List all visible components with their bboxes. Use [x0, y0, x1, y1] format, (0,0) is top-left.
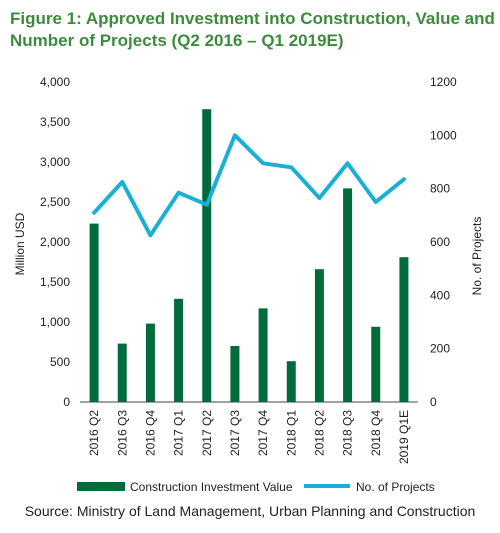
bar [202, 109, 212, 402]
y2-tick-label: 1200 [430, 75, 457, 89]
legend-swatch-bars [77, 482, 125, 491]
y-tick-label: 2,500 [40, 195, 70, 209]
y-tick-label: 1,000 [40, 315, 70, 329]
bars [89, 109, 409, 402]
bar [89, 223, 99, 402]
y2-tick-label: 800 [430, 182, 450, 196]
x-tick-label: 2018 Q3 [341, 410, 355, 456]
bar [230, 346, 240, 402]
bar [145, 323, 155, 402]
y2-ticks: 0 200 400 600 800 1000 1200 [430, 75, 457, 409]
x-tick-label: 2017 Q3 [228, 410, 242, 456]
legend-label-bars: Construction Investment Value [130, 480, 293, 494]
y2-tick-label: 1000 [430, 128, 457, 142]
y-tick-label: 500 [50, 355, 70, 369]
x-tick-label: 2017 Q4 [256, 410, 270, 456]
x-tick-label: 2017 Q1 [172, 410, 186, 456]
x-tick-label: 2016 Q2 [87, 410, 101, 456]
y-axis-label: Million USD [13, 212, 27, 275]
bar [371, 326, 381, 402]
y-tick-label: 3,500 [40, 115, 70, 129]
y-tick-label: 4,000 [40, 75, 70, 89]
bar [117, 343, 127, 402]
figure-title: Figure 1: Approved Investment into Const… [10, 9, 495, 50]
y-tick-label: 2,000 [40, 235, 70, 249]
x-ticks: 2016 Q2 2016 Q3 2016 Q4 2017 Q1 2017 Q2 2017 … [87, 410, 411, 464]
legend-label-line: No. of Projects [356, 480, 435, 494]
y2-tick-label: 0 [430, 395, 437, 409]
y2-tick-label: 600 [430, 235, 450, 249]
y-tick-label: 0 [63, 395, 70, 409]
y2-tick-label: 200 [430, 342, 450, 356]
y-tick-label: 1,500 [40, 275, 70, 289]
x-tick-label: 2017 Q2 [200, 410, 214, 456]
bar [258, 308, 268, 402]
x-tick-label: 2016 Q3 [115, 410, 129, 456]
legend: Construction Investment Value No. of Pro… [77, 480, 435, 494]
y2-tick-label: 400 [430, 288, 450, 302]
bar [399, 257, 409, 402]
y-ticks: 0 500 1,000 1,500 2,000 2,500 3,000 3,500 4,000 [40, 75, 70, 409]
left-y-axis-label-group: Million USD [13, 212, 27, 275]
source-note: Source: Ministry of Land Management, Urb… [24, 503, 476, 519]
series-line [92, 133, 406, 238]
x-tick-label: 2018 Q2 [312, 410, 326, 456]
bar [286, 361, 296, 402]
x-tick-label: 2016 Q4 [143, 410, 157, 456]
x-tick-label: 2019 Q1E [397, 410, 411, 464]
right-y-axis-label-group: No. of Projects [470, 217, 484, 296]
bar [343, 188, 353, 402]
y-tick-label: 3,000 [40, 155, 70, 169]
bar [314, 269, 324, 402]
x-tick-label: 2018 Q1 [284, 410, 298, 456]
bar [174, 298, 184, 402]
y2-axis-label: No. of Projects [470, 217, 484, 296]
x-tick-label: 2018 Q4 [369, 410, 383, 456]
line-series [92, 133, 406, 238]
